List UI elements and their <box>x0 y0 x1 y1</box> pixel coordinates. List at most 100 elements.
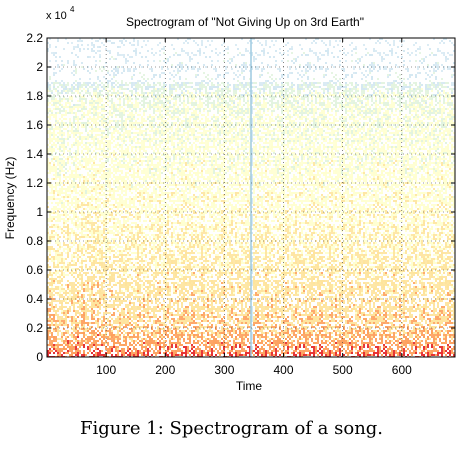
spectrogram-cell-2837 <box>107 198 109 200</box>
spectrogram-cell-1502 <box>79 204 81 206</box>
spectrogram-cell-4038 <box>133 202 135 204</box>
spectrogram-cell-2092 <box>91 312 93 314</box>
spectrogram-cell-1520 <box>79 270 81 272</box>
spectrogram-cell-4444 <box>141 292 143 294</box>
spectrogram-cell-1285 <box>75 122 77 124</box>
spectrogram-cell-3434 <box>121 84 123 86</box>
spectrogram-cell-187 <box>49 352 51 354</box>
spectrogram-cell-1187 <box>73 118 75 120</box>
spectrogram-cell-3122 <box>113 276 115 278</box>
spectrogram-cell-4679 <box>147 196 149 198</box>
spectrogram-cell-4291 <box>139 126 141 128</box>
spectrogram-cell-4849 <box>151 168 153 170</box>
spectrogram-cell-3731 <box>127 114 129 116</box>
spectrogram-cell-4536 <box>143 306 145 308</box>
spectrogram-cell-2666 <box>103 280 105 282</box>
spectrogram-cell-377 <box>55 100 57 102</box>
spectrogram-cell-2691 <box>105 48 107 50</box>
spectrogram-cell-2251 <box>95 194 97 196</box>
spectrogram-cell-2703 <box>105 120 107 122</box>
spectrogram-cell-2241 <box>95 172 97 174</box>
spectrogram-cell-313 <box>53 178 55 180</box>
spectrogram-cell-1509 <box>79 232 81 234</box>
spectrogram-cell-4972 <box>153 264 155 266</box>
spectrogram-cell-2050 <box>91 208 93 210</box>
spectrogram-cell-2863 <box>107 278 109 280</box>
spectrogram-cell-1261 <box>73 336 75 338</box>
spectrogram-cell-2854 <box>107 248 109 250</box>
spectrogram-cell-3221 <box>115 322 117 324</box>
spectrogram-cell-4279 <box>139 52 141 54</box>
spectrogram-cell-564 <box>59 100 61 102</box>
spectrogram-cell-830 <box>63 322 65 324</box>
spectrogram-cell-4292 <box>139 128 141 130</box>
spectrogram-cell-1101 <box>71 126 73 128</box>
spectrogram-cell-3928 <box>131 128 133 130</box>
spectrogram-cell-220 <box>51 188 53 190</box>
spectrogram-cell-4923 <box>153 120 155 122</box>
spectrogram-cell-1096 <box>71 108 73 110</box>
spectrogram-cell-2142 <box>93 168 95 170</box>
spectrogram-cell-4900 <box>151 354 153 356</box>
spectrogram-cell-3428 <box>121 42 123 44</box>
spectrogram-cell-1804 <box>85 286 87 288</box>
spectrogram-cell-4547 <box>143 338 145 340</box>
spectrogram-cell-3632 <box>125 98 127 100</box>
spectrogram-cell-883 <box>65 230 67 232</box>
spectrogram-cell-706 <box>61 232 63 234</box>
spectrogram-cell-1654 <box>83 88 85 90</box>
spectrogram-cell-3373 <box>119 204 121 206</box>
spectrogram-cell-715 <box>61 268 63 270</box>
spectrogram-cell-3301 <box>117 292 119 294</box>
spectrogram-cell-999 <box>67 332 69 334</box>
spectrogram-cell-669 <box>61 120 63 122</box>
spectrogram-cell-4362 <box>139 326 141 328</box>
spectrogram-cell-4500 <box>143 184 145 186</box>
spectrogram-cell-2204 <box>95 64 97 66</box>
spectrogram-cell-2400 <box>97 354 99 356</box>
spectrogram-cell-2926 <box>109 214 111 216</box>
spectrogram-cell-2874 <box>107 338 109 340</box>
spectrogram-cell-2944 <box>109 274 111 276</box>
spectrogram-cell-1718 <box>83 314 85 316</box>
spectrogram-cell-1683 <box>83 190 85 192</box>
spectrogram-cell-2990 <box>111 120 113 122</box>
spectrogram-cell-4037 <box>133 200 135 202</box>
spectrogram-cell-4159 <box>135 276 137 278</box>
spectrogram-cell-3250 <box>117 120 119 122</box>
spectrogram-cell-50 <box>47 234 49 236</box>
spectrogram-cell-2341 <box>97 170 99 172</box>
spectrogram-cell-224 <box>51 198 53 200</box>
spectrogram-cell-3678 <box>125 236 127 238</box>
spectrogram-cell-2060 <box>91 234 93 236</box>
spectrogram-cell-342 <box>53 280 55 282</box>
spectrogram-cell-2224 <box>95 126 97 128</box>
spectrogram-cell-3561 <box>123 162 125 164</box>
spectrogram-cell-4617 <box>145 290 147 292</box>
spectrogram-cell-807 <box>63 248 65 250</box>
spectrogram-cell-525 <box>57 266 59 268</box>
spectrogram-cell-3290 <box>117 246 119 248</box>
spectrogram-cell-1514 <box>79 246 81 248</box>
spectrogram-cell-3229 <box>115 348 117 350</box>
spectrogram-cell-2620 <box>103 148 105 150</box>
spectrogram-cell-306 <box>53 158 55 160</box>
spectrogram-cell-4539 <box>143 314 145 316</box>
spectrogram-cell-2218 <box>95 112 97 114</box>
spectrogram-cell-3074 <box>113 130 115 132</box>
spectrogram-cell-336 <box>53 260 55 262</box>
spectrogram-cell-3723 <box>127 94 129 96</box>
spectrogram-cell-4711 <box>147 306 149 308</box>
spectrogram-cell-4883 <box>151 284 153 286</box>
spectrogram-cell-4994 <box>153 334 155 336</box>
spectrogram-cell-2070 <box>91 262 93 264</box>
spectrogram-cell-4621 <box>145 304 147 306</box>
spectrogram-cell-1949 <box>89 190 91 192</box>
spectrogram-cell-2652 <box>103 236 105 238</box>
spectrogram-cell-3423 <box>119 342 121 344</box>
spectrogram-cell-4758 <box>149 164 151 166</box>
spectrogram-cell-3945 <box>131 186 133 188</box>
spectrogram-cell-2819 <box>107 146 109 148</box>
spectrogram-cell-1814 <box>85 316 87 318</box>
spectrogram-cell-3958 <box>131 232 133 234</box>
